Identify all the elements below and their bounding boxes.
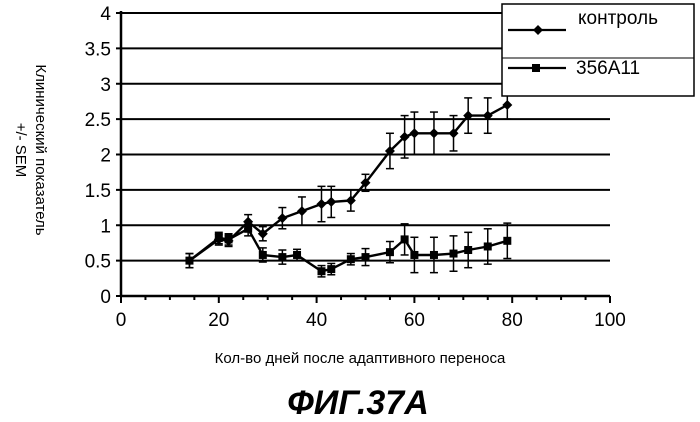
data-point (484, 242, 492, 250)
data-point (401, 235, 409, 243)
data-point (386, 248, 394, 256)
legend-label-356a11: 356A11 (576, 58, 640, 79)
x-axis-label: Кол-во дней после адаптивного переноса (215, 350, 506, 367)
data-point (225, 235, 233, 243)
data-point (450, 250, 458, 258)
data-point (410, 251, 418, 259)
data-point (430, 251, 438, 259)
y-tick-label: 1 (100, 216, 111, 237)
legend: контроль 356A11 (502, 4, 694, 96)
y-tick-label: 0 (100, 287, 111, 308)
y-axis-label-line2: +/- SEM (12, 123, 29, 178)
data-point (464, 246, 472, 254)
data-point (409, 128, 419, 138)
figure-caption: ФИГ.37A (287, 384, 429, 422)
data-point (278, 253, 286, 261)
data-point (316, 199, 326, 209)
x-tick-label: 80 (502, 310, 523, 331)
data-point (185, 257, 193, 265)
y-tick-label: 2.5 (85, 110, 111, 131)
data-point (297, 206, 307, 216)
data-point (293, 251, 301, 259)
legend-marker-356a11 (532, 64, 540, 72)
data-point (317, 267, 325, 275)
y-tick-label: 3.5 (85, 39, 111, 60)
x-tick-label: 60 (404, 310, 425, 331)
data-point (429, 128, 439, 138)
data-point (503, 237, 511, 245)
data-point (215, 234, 223, 242)
y-axis-label-line1: Клинический показатель (32, 64, 49, 235)
data-point (502, 100, 512, 110)
series-line-control (190, 105, 508, 261)
y-tick-label: 2 (100, 146, 111, 167)
data-point (244, 225, 252, 233)
data-point (362, 253, 370, 261)
data-point (347, 255, 355, 263)
series-control (184, 91, 512, 268)
legend-label-control: контроль (578, 8, 658, 29)
x-tick-label: 100 (594, 310, 626, 331)
x-tick-label: 40 (306, 310, 327, 331)
data-point (259, 251, 267, 259)
y-tick-label: 0.5 (85, 252, 111, 273)
x-tick-label: 20 (208, 310, 229, 331)
series-356a11 (185, 222, 511, 277)
x-tick-label: 0 (116, 310, 127, 331)
y-tick-label: 1.5 (85, 181, 111, 202)
data-point (326, 197, 336, 207)
y-tick-label: 3 (100, 75, 111, 96)
y-tick-label: 4 (100, 4, 111, 25)
data-point (327, 265, 335, 273)
